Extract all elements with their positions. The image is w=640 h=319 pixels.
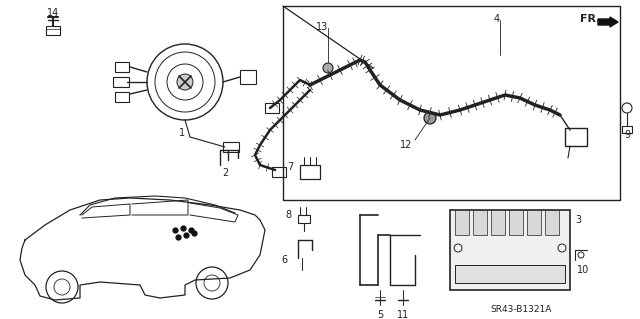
- Bar: [545, 210, 559, 235]
- Bar: [455, 265, 565, 283]
- Text: 8: 8: [285, 210, 291, 220]
- Bar: [283, 6, 620, 200]
- Text: 9: 9: [624, 130, 630, 140]
- Text: 6: 6: [282, 255, 288, 265]
- Bar: [223, 142, 239, 152]
- Text: FR.: FR.: [580, 14, 600, 24]
- Bar: [565, 128, 587, 146]
- Bar: [240, 70, 256, 84]
- Bar: [455, 210, 469, 235]
- Text: 3: 3: [575, 215, 581, 225]
- Text: 1: 1: [179, 128, 185, 138]
- Bar: [46, 26, 60, 35]
- Text: 2: 2: [222, 168, 228, 178]
- Bar: [450, 210, 570, 290]
- Bar: [115, 62, 129, 72]
- Text: 14: 14: [47, 8, 59, 18]
- Bar: [622, 126, 632, 133]
- Bar: [265, 103, 279, 113]
- Bar: [300, 165, 320, 179]
- Text: 11: 11: [397, 310, 409, 319]
- Bar: [113, 77, 129, 87]
- Circle shape: [424, 112, 436, 124]
- Bar: [298, 215, 310, 223]
- Text: 7: 7: [287, 162, 293, 172]
- Text: 5: 5: [377, 310, 383, 319]
- Text: 13: 13: [316, 22, 328, 32]
- Bar: [491, 210, 505, 235]
- Text: SR43-B1321A: SR43-B1321A: [490, 305, 552, 314]
- Bar: [509, 210, 523, 235]
- Text: 12: 12: [400, 140, 412, 150]
- Text: 4: 4: [494, 14, 500, 24]
- Text: 10: 10: [577, 265, 589, 275]
- Bar: [115, 92, 129, 102]
- Bar: [527, 210, 541, 235]
- Bar: [272, 167, 286, 177]
- Circle shape: [323, 63, 333, 73]
- Bar: [473, 210, 487, 235]
- Circle shape: [177, 74, 193, 90]
- FancyArrow shape: [598, 17, 618, 27]
